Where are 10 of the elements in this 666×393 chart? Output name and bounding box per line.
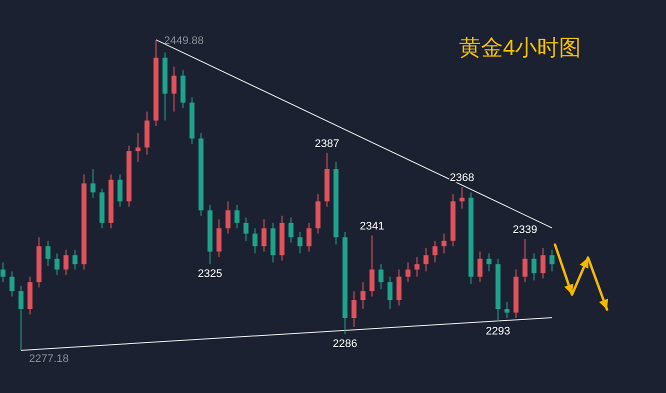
annotation: 2286 (332, 338, 358, 350)
annotation: 2293 (486, 326, 510, 338)
annotation: 2325 (198, 268, 222, 280)
annotation: 2387 (314, 138, 340, 150)
text: 2277.18 (29, 353, 69, 365)
annotation: 2341 (360, 220, 384, 232)
chart-title: 黄金4小时图 (458, 35, 582, 60)
annotation: 2449.88 (164, 35, 204, 47)
annotation: 2339 (512, 224, 538, 236)
annotation: 2368 (450, 172, 474, 184)
